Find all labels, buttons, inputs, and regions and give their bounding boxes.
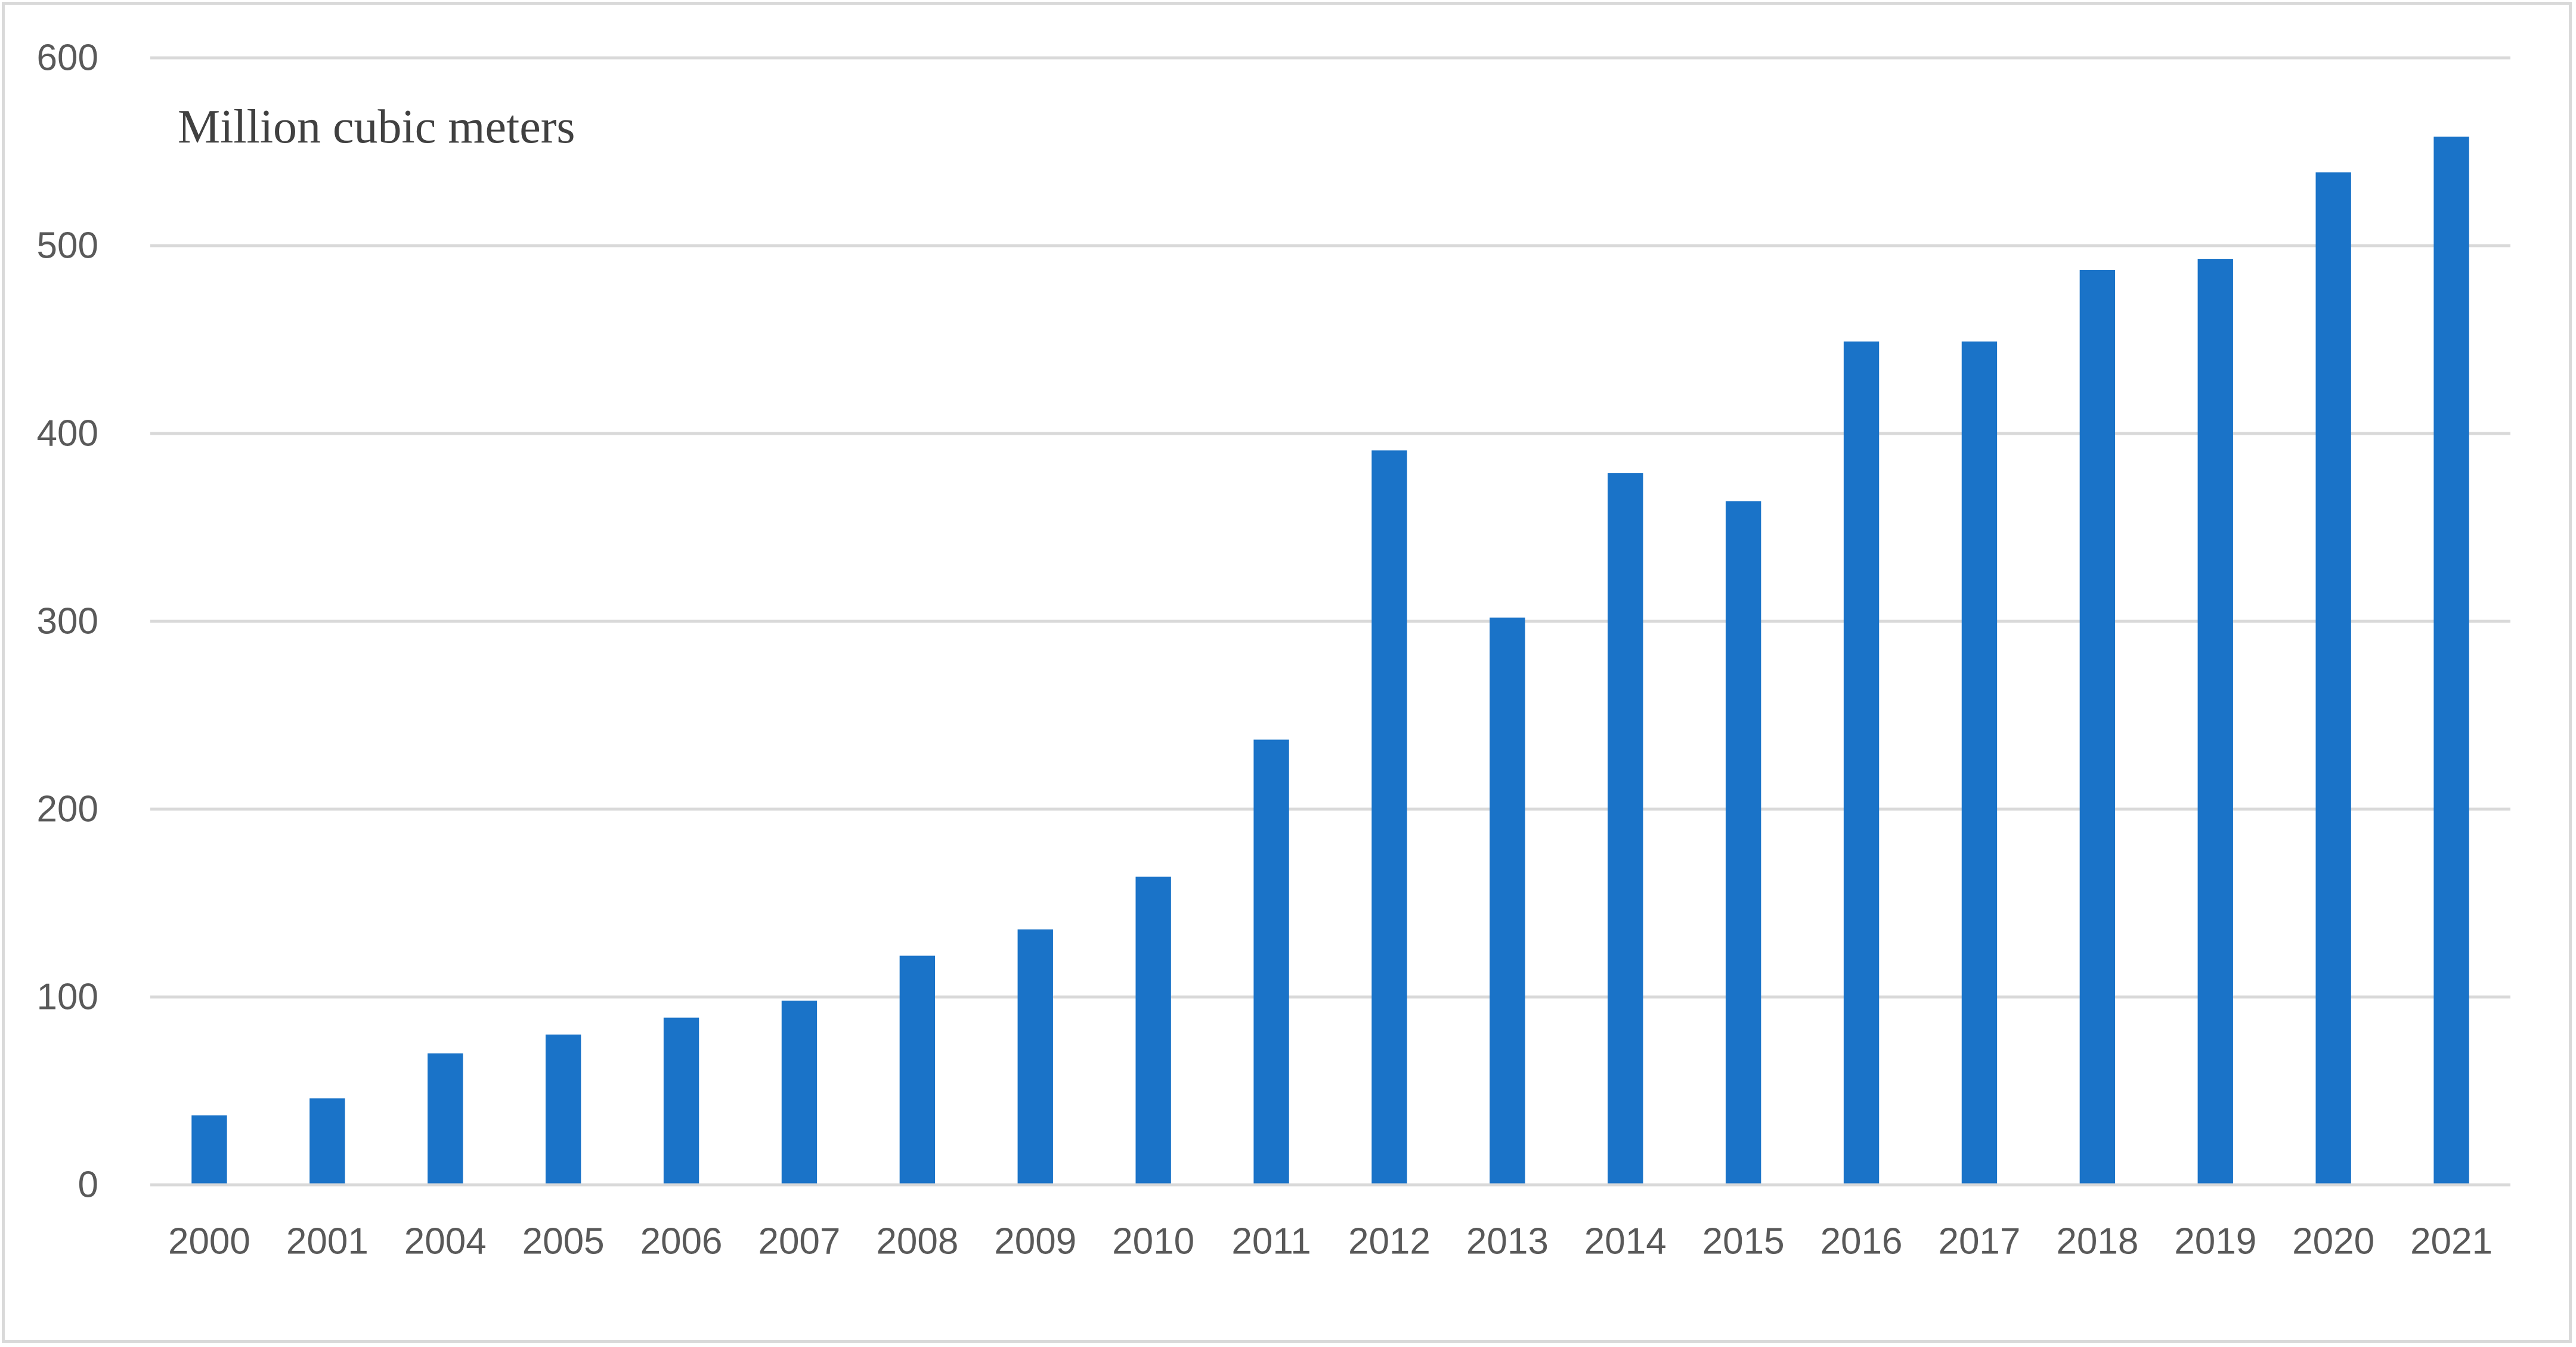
x-tick-label: 2020 xyxy=(2292,1221,2374,1262)
x-tick-label: 2004 xyxy=(404,1221,487,1262)
x-tick-label: 2018 xyxy=(2056,1221,2138,1262)
bar-2013 xyxy=(1490,617,1525,1185)
bar-2010 xyxy=(1135,877,1171,1185)
bar-2004 xyxy=(428,1053,463,1185)
bar-2012 xyxy=(1371,450,1407,1185)
gridlines xyxy=(150,56,2510,999)
y-tick-label: 0 xyxy=(78,1165,98,1206)
x-tick-label: 2021 xyxy=(2410,1221,2493,1262)
bar-2007 xyxy=(781,1001,818,1185)
bars xyxy=(191,137,2469,1185)
bar-2021 xyxy=(2433,137,2469,1185)
x-tick-label: 2017 xyxy=(1938,1221,2020,1262)
y-tick-label: 600 xyxy=(37,38,98,79)
x-tick-label: 2012 xyxy=(1348,1221,1431,1262)
bar-2016 xyxy=(1843,341,1880,1185)
bar-2017 xyxy=(1961,341,1998,1185)
y-tick-label: 100 xyxy=(37,977,98,1018)
bar-2015 xyxy=(1725,501,1761,1185)
bar-2014 xyxy=(1608,473,1643,1185)
y-tick-label: 200 xyxy=(37,789,98,830)
x-tick-label: 2015 xyxy=(1702,1221,1785,1262)
bar-2001 xyxy=(309,1098,345,1185)
bar-2006 xyxy=(663,1017,699,1185)
bar-2011 xyxy=(1253,739,1289,1185)
x-tick-label: 2016 xyxy=(1820,1221,1903,1262)
x-tick-label: 2011 xyxy=(1231,1221,1311,1262)
unit-label: Million cubic meters xyxy=(178,101,575,153)
x-tick-label: 2006 xyxy=(640,1221,723,1262)
y-axis-ticks: 0 100 200 300 400 500 600 xyxy=(37,38,98,1206)
x-tick-label: 2009 xyxy=(994,1221,1076,1262)
y-tick-label: 400 xyxy=(37,413,98,454)
bar-2000 xyxy=(191,1115,227,1185)
y-tick-label: 300 xyxy=(37,601,98,642)
bar-2020 xyxy=(2315,172,2351,1185)
bar-2008 xyxy=(899,955,936,1185)
x-tick-label: 2008 xyxy=(876,1221,958,1262)
x-tick-label: 2001 xyxy=(286,1221,369,1262)
bar-2018 xyxy=(2079,270,2116,1185)
x-tick-label: 2000 xyxy=(168,1221,250,1262)
bar-2005 xyxy=(545,1035,581,1185)
x-tick-label: 2019 xyxy=(2174,1221,2256,1262)
x-axis-ticks: 2000 2001 2004 2005 2006 2007 2008 2009 2010 2011… xyxy=(168,1221,2493,1262)
x-tick-label: 2005 xyxy=(522,1221,605,1262)
x-tick-label: 2010 xyxy=(1112,1221,1194,1262)
x-tick-label: 2013 xyxy=(1466,1221,1549,1262)
bar-2019 xyxy=(2197,259,2233,1185)
y-tick-label: 500 xyxy=(37,225,98,267)
x-tick-label: 2014 xyxy=(1584,1221,1667,1262)
bar-2009 xyxy=(1017,929,1053,1185)
x-tick-label: 2007 xyxy=(758,1221,840,1262)
